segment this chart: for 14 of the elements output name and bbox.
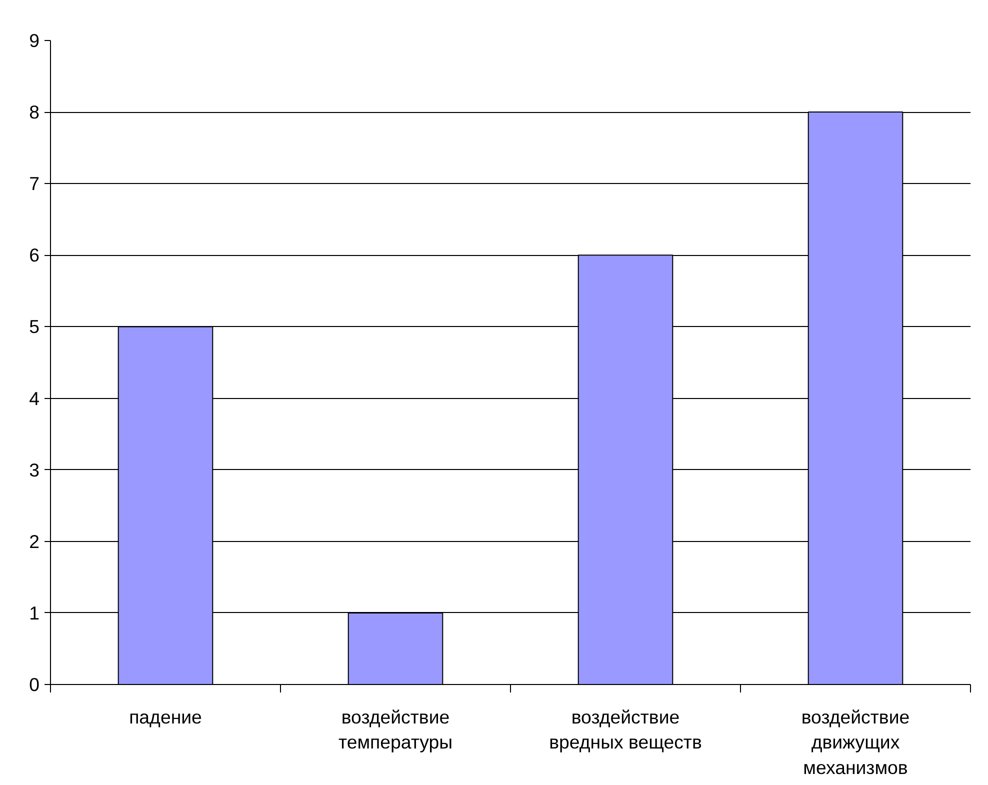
y-tick-label: 3 [29,459,40,480]
y-tick-label: 1 [29,602,40,624]
x-tick-label: воздействие вредных веществ [549,706,702,753]
x-tick-label: воздействие движущих механизмов [801,706,910,778]
y-tick-label: 7 [29,173,40,194]
x-tick-label: падение [129,706,202,728]
y-tick-label: 6 [29,244,40,266]
y-tick-label: 5 [29,316,40,338]
x-tick-label: воздействие температуры [338,706,453,753]
y-tick-label: 4 [29,388,40,409]
y-tick-label: 0 [29,674,40,695]
y-tick-label: 9 [29,30,40,51]
y-tick-label: 8 [29,102,40,123]
y-tick-label: 2 [29,530,40,552]
